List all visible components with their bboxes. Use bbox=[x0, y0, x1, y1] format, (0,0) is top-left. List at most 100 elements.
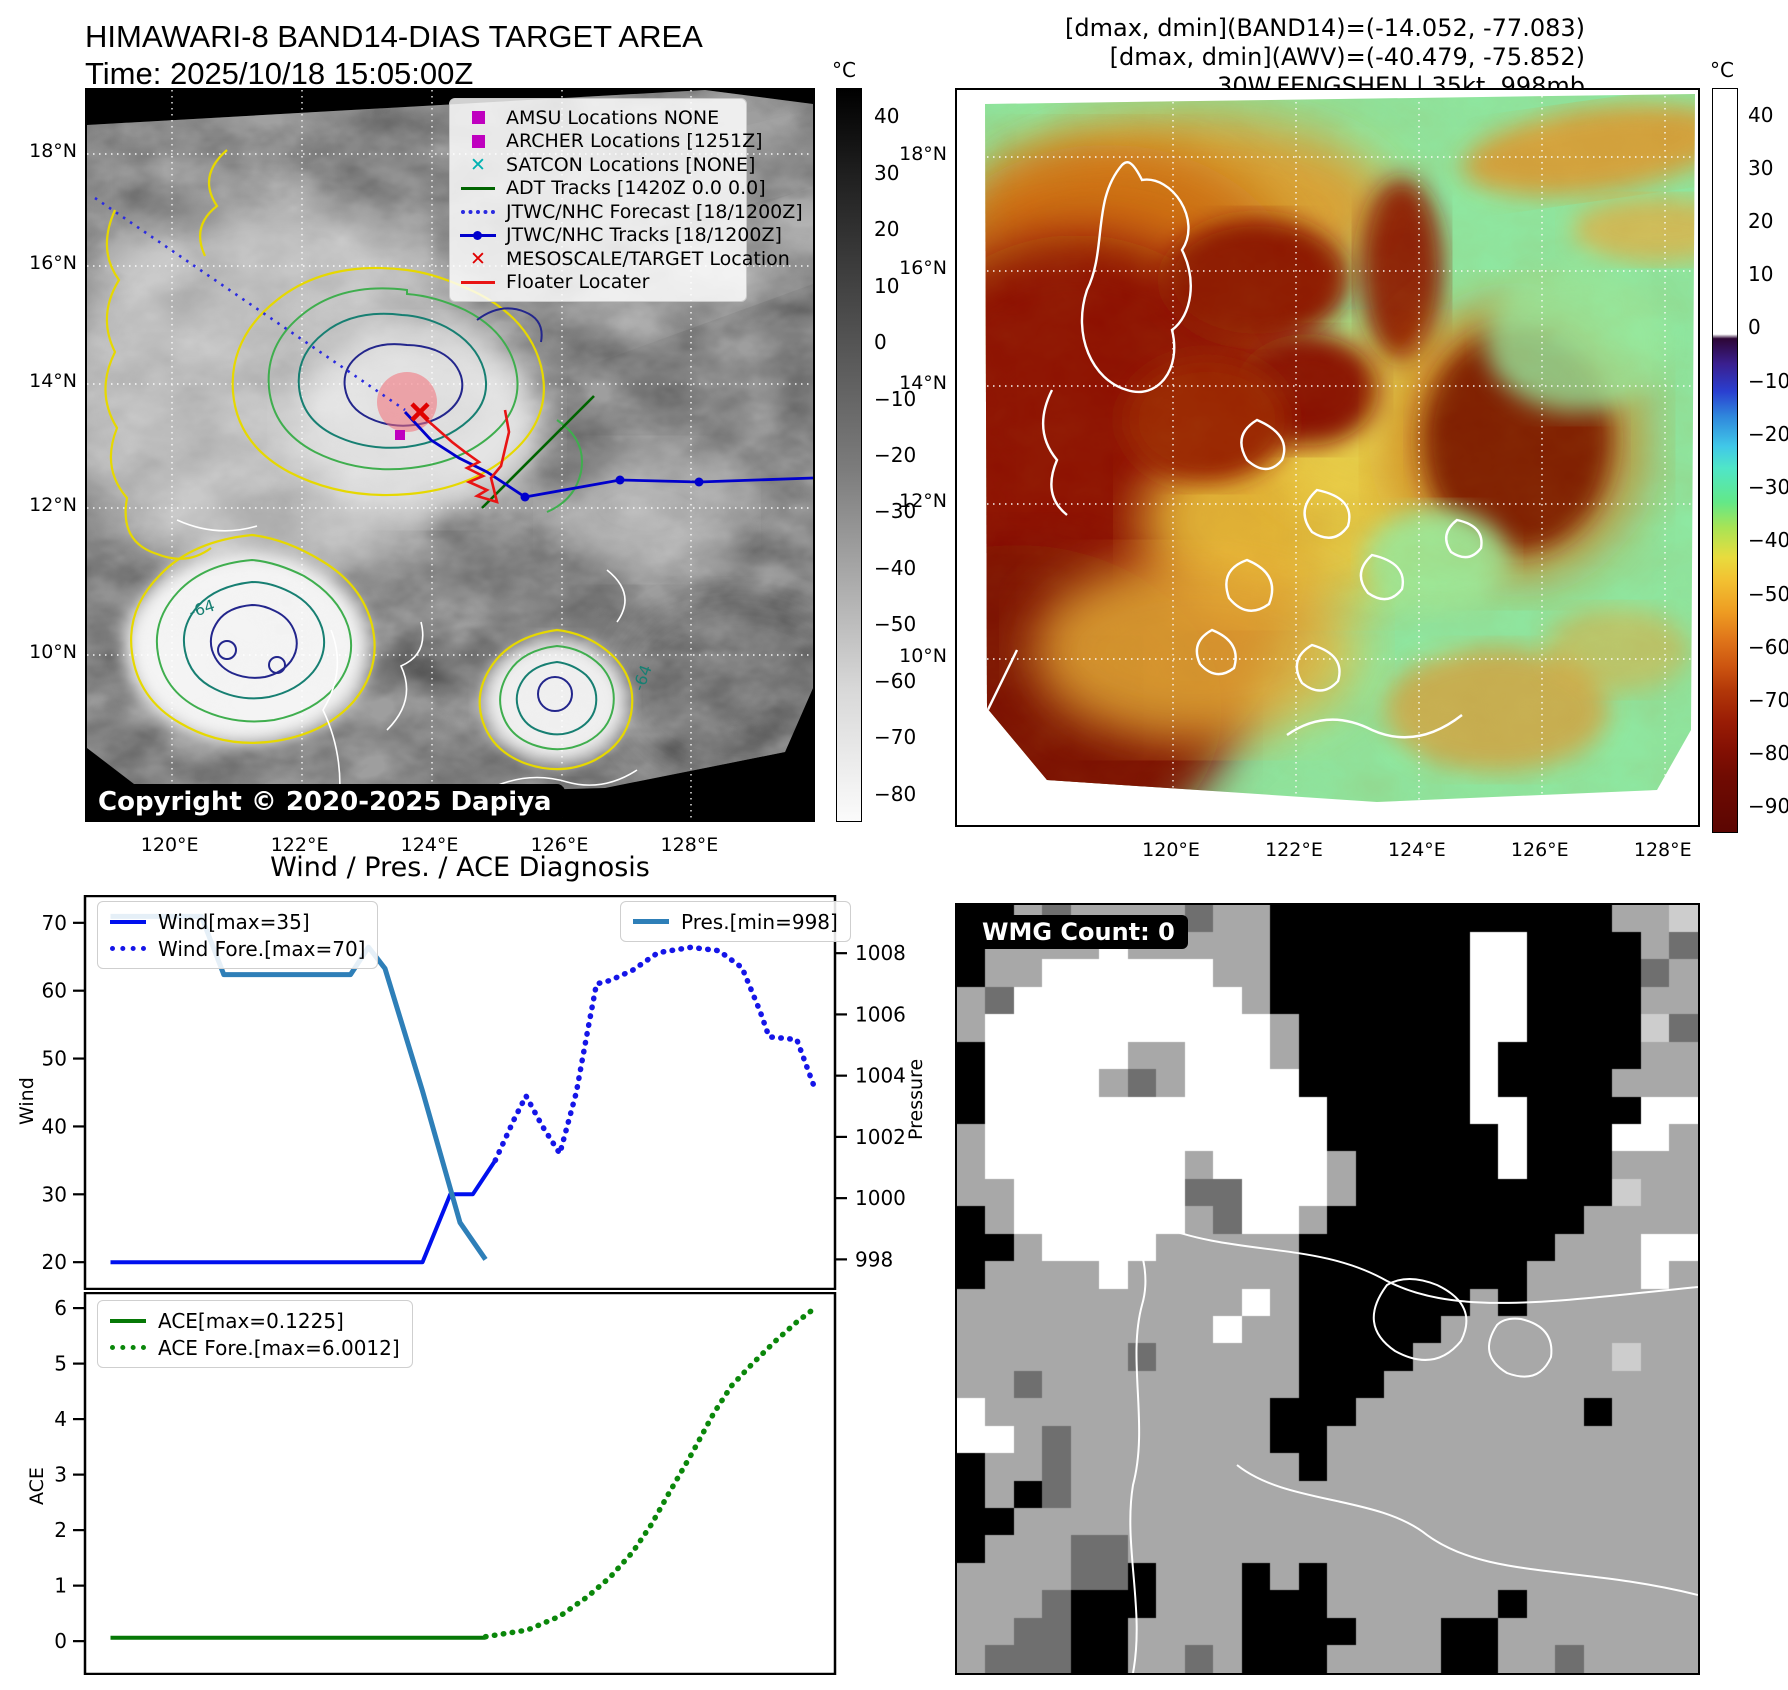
awv-imagery bbox=[957, 90, 1698, 825]
band14-cb-tick: −50 bbox=[874, 612, 917, 637]
awv-lat-tick: 10°N bbox=[899, 645, 947, 668]
svg-text:2: 2 bbox=[54, 1518, 67, 1542]
satcon-x-icon: ✕ bbox=[470, 153, 486, 176]
band14-cb-tick: −70 bbox=[874, 725, 917, 750]
legend-item: ADT Tracks [1420Z 0.0 0.0] bbox=[460, 177, 766, 201]
track-linedot-icon bbox=[460, 228, 496, 242]
forecast-dotted-icon bbox=[460, 205, 496, 219]
awv-cb-tick: 40 bbox=[1748, 102, 1774, 127]
awv-satellite-map bbox=[955, 88, 1700, 827]
legend-item: Wind Fore.[max=70] bbox=[110, 935, 365, 962]
legend-item: JTWC/NHC Tracks [18/1200Z] bbox=[460, 224, 782, 248]
svg-text:30: 30 bbox=[42, 1182, 67, 1206]
awv-lat-tick: 18°N bbox=[899, 142, 947, 165]
himawari-title-block: HIMAWARI-8 BAND14-DIAS TARGET AREA Time:… bbox=[85, 18, 703, 92]
awv-cb-tick: −40 bbox=[1748, 528, 1788, 553]
band14-cb-tick: −10 bbox=[874, 386, 917, 411]
floater-line-icon bbox=[460, 275, 496, 289]
pressure-legend: Pres.[min=998] bbox=[620, 901, 851, 942]
svg-text:70: 70 bbox=[42, 911, 67, 935]
legend-item: ARCHER Locations [1251Z] bbox=[460, 130, 763, 154]
legend-item: Pres.[min=998] bbox=[633, 908, 838, 935]
awv-cb-tick: −90 bbox=[1748, 794, 1788, 819]
awv-colorbar bbox=[1712, 88, 1738, 833]
awv-lon-tick: 128°E bbox=[1633, 839, 1692, 861]
pressure-line-icon bbox=[633, 915, 669, 929]
archer-marker bbox=[395, 430, 405, 440]
awv-lon-tick: 122°E bbox=[1265, 839, 1323, 861]
mesoscale-target-x bbox=[410, 402, 430, 422]
awv-cb-tick: 30 bbox=[1748, 155, 1774, 180]
archer-square-icon bbox=[460, 134, 496, 148]
wmg-grid-canvas bbox=[957, 905, 1698, 1673]
diagnosis-title: Wind / Pres. / ACE Diagnosis bbox=[270, 852, 650, 883]
band14-cb-tick: −80 bbox=[874, 781, 917, 806]
floater-track bbox=[426, 409, 511, 504]
wmg-count-badge: WMG Count: 0 bbox=[969, 915, 1188, 949]
awv-cb-tick: −50 bbox=[1748, 581, 1788, 606]
colorbar-unit: °C bbox=[1710, 58, 1734, 82]
band14-lon-tick: 120°E bbox=[140, 834, 199, 856]
svg-text:40: 40 bbox=[42, 1114, 67, 1138]
band14-satellite-map: -64 -64 AMSU Locations NONE ARCHER Locat… bbox=[85, 88, 815, 822]
awv-lon-tick: 124°E bbox=[1388, 839, 1446, 861]
graticule bbox=[87, 90, 813, 820]
jtwc-track bbox=[403, 411, 813, 499]
adt-line-icon bbox=[460, 181, 496, 195]
awv-lat-tick: 16°N bbox=[899, 257, 947, 280]
band14-cb-tick: −30 bbox=[874, 499, 917, 524]
svg-text:20: 20 bbox=[42, 1250, 67, 1274]
mesoscale-x-icon: ✕ bbox=[470, 247, 486, 270]
band14-cb-tick: 30 bbox=[874, 160, 900, 185]
graticule bbox=[957, 90, 1698, 825]
jtwc-forecast-track bbox=[94, 196, 406, 412]
svg-text:1002: 1002 bbox=[855, 1125, 906, 1149]
svg-text:50: 50 bbox=[42, 1047, 67, 1071]
map-legend: AMSU Locations NONE ARCHER Locations [12… bbox=[449, 98, 803, 302]
svg-text:0: 0 bbox=[54, 1629, 67, 1653]
awv-cb-tick: 0 bbox=[1748, 315, 1761, 340]
wind-legend: Wind[max=35] Wind Fore.[max=70] bbox=[97, 901, 379, 969]
awv-cb-tick: −30 bbox=[1748, 475, 1788, 500]
band14-cb-tick: −60 bbox=[874, 668, 917, 693]
awv-lon-tick: 126°E bbox=[1510, 839, 1569, 861]
dmax-dmin-header: [dmax, dmin](BAND14)=(-14.052, -77.083) … bbox=[1065, 14, 1585, 101]
svg-text:1008: 1008 bbox=[855, 941, 906, 965]
svg-text:1006: 1006 bbox=[855, 1002, 906, 1026]
legend-item: Wind[max=35] bbox=[110, 908, 365, 935]
band14-lon-tick: 126°E bbox=[530, 834, 589, 856]
band14-cb-tick: 10 bbox=[874, 273, 900, 298]
band14-cb-tick: 20 bbox=[874, 217, 900, 242]
wind-forecast-dotted-icon bbox=[110, 942, 146, 956]
awv-cb-tick: −60 bbox=[1748, 634, 1788, 659]
wind-line-icon bbox=[110, 915, 146, 929]
awv-cb-tick: 20 bbox=[1748, 209, 1774, 234]
pressure-axis-label: Pressure bbox=[905, 1058, 927, 1140]
band14-lat-tick: 12°N bbox=[29, 494, 77, 517]
svg-text:4: 4 bbox=[54, 1407, 67, 1431]
svg-text:1004: 1004 bbox=[855, 1064, 906, 1088]
awv-lat-tick: 14°N bbox=[899, 371, 947, 394]
svg-text:998: 998 bbox=[855, 1247, 893, 1271]
band14-cb-tick: −40 bbox=[874, 555, 917, 580]
wmg-pixel-map: WMG Count: 0 bbox=[955, 903, 1700, 1675]
awv-cb-tick: −20 bbox=[1748, 421, 1788, 446]
target-area-circle bbox=[377, 372, 437, 432]
adt-track bbox=[481, 395, 595, 509]
legend-item: ✕ MESOSCALE/TARGET Location bbox=[460, 247, 790, 271]
band14-cb-tick: 0 bbox=[874, 330, 887, 355]
colorbar-unit: °C bbox=[832, 58, 856, 82]
band14-cb-tick: −20 bbox=[874, 443, 917, 467]
temperature-contours bbox=[104, 149, 638, 820]
awv-cb-tick: −10 bbox=[1748, 368, 1788, 393]
page-title: HIMAWARI-8 BAND14-DIAS TARGET AREA bbox=[85, 19, 703, 54]
band14-lat-tick: 18°N bbox=[29, 139, 77, 162]
awv-cb-tick: 10 bbox=[1748, 262, 1774, 287]
awv-lon-tick: 120°E bbox=[1142, 839, 1200, 861]
band14-colorbar bbox=[836, 88, 862, 822]
band14-lat-tick: 16°N bbox=[29, 252, 77, 275]
svg-text:1000: 1000 bbox=[855, 1186, 906, 1210]
band14-lon-tick: 124°E bbox=[400, 834, 459, 856]
wind-pressure-chart: 70 60 50 40 30 20 1008 1006 1004 1002 1000 998 bbox=[42, 895, 906, 1290]
